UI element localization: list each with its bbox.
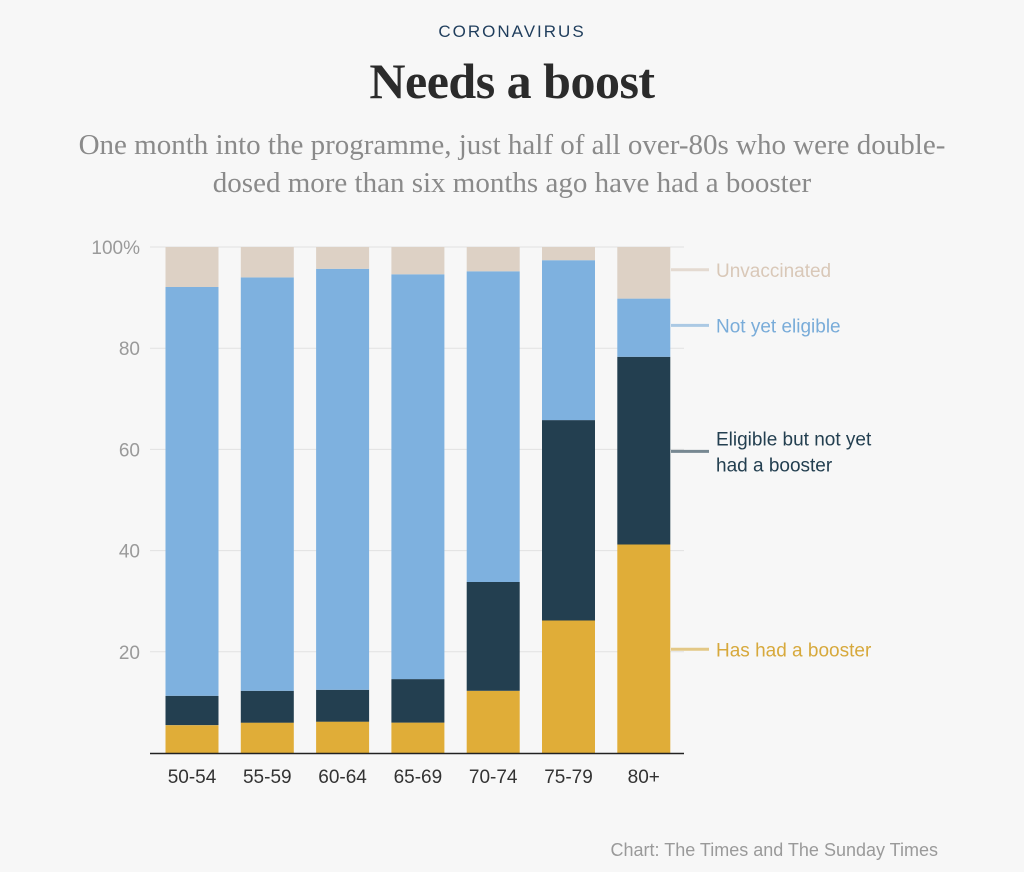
x-tick-label: 75-79 bbox=[544, 767, 593, 788]
y-tick-label: 80 bbox=[119, 339, 140, 360]
bar-segment bbox=[240, 690, 294, 723]
bar-segment bbox=[542, 260, 595, 421]
bar-segment bbox=[466, 247, 520, 272]
bar-segment bbox=[466, 271, 520, 582]
bar-segment bbox=[391, 679, 445, 723]
bar-segment bbox=[542, 247, 595, 261]
bar-segment bbox=[391, 722, 445, 753]
y-tick-label: 60 bbox=[119, 440, 140, 461]
bar-segment bbox=[617, 356, 671, 545]
bar-segment bbox=[617, 247, 671, 299]
y-tick-label: 20 bbox=[119, 643, 140, 664]
bar-segment bbox=[466, 690, 520, 753]
chart-subtitle: One month into the programme, just half … bbox=[78, 129, 946, 199]
x-tick-label: 50-54 bbox=[168, 767, 217, 788]
bar-segment bbox=[316, 268, 370, 690]
y-tick-label: 40 bbox=[119, 542, 140, 563]
y-axis: 20 40 60 80 100% bbox=[91, 238, 140, 664]
x-tick-label: 80+ bbox=[628, 767, 660, 788]
bar-segment bbox=[316, 721, 370, 753]
x-tick-label: 70-74 bbox=[469, 767, 518, 788]
chart-title: Needs a boost bbox=[369, 53, 655, 109]
legend-label: Eligible but not yet bbox=[716, 429, 872, 450]
bar-segment bbox=[240, 722, 294, 753]
bar-segment bbox=[165, 725, 219, 753]
bar-segment bbox=[316, 689, 370, 722]
bar-segment bbox=[542, 620, 595, 753]
legend-label: Has had a booster bbox=[716, 640, 872, 661]
section-kicker: CORONAVIRUS bbox=[438, 22, 586, 41]
legend-label: had a booster bbox=[716, 455, 833, 476]
bar-segment bbox=[165, 287, 219, 696]
bar-segment bbox=[316, 247, 370, 269]
bar-segment bbox=[542, 420, 595, 621]
legend-label: Not yet eligible bbox=[716, 316, 841, 337]
bar-segment bbox=[391, 274, 445, 680]
bar-segment bbox=[466, 582, 520, 691]
x-tick-label: 60-64 bbox=[318, 767, 367, 788]
bar-segment bbox=[240, 247, 294, 278]
bars-group bbox=[165, 247, 671, 753]
bar-segment bbox=[617, 298, 671, 357]
bar-segment bbox=[165, 247, 219, 287]
x-axis: 50-54 55-59 60-64 65-69 70-74 75-79 80+ bbox=[150, 752, 684, 788]
x-tick-label: 65-69 bbox=[394, 767, 443, 788]
x-tick-label: 55-59 bbox=[243, 767, 292, 788]
bar-segment bbox=[240, 277, 294, 691]
chart-source: Chart: The Times and The Sunday Times bbox=[610, 840, 939, 860]
y-tick-label: 100% bbox=[91, 238, 140, 259]
legend-label: Unvaccinated bbox=[716, 261, 831, 282]
bar-segment bbox=[391, 247, 445, 275]
bar-segment bbox=[617, 544, 671, 753]
legend: Unvaccinated Not yet eligible Eligible but… bbox=[671, 261, 872, 661]
bar-segment bbox=[165, 695, 219, 726]
